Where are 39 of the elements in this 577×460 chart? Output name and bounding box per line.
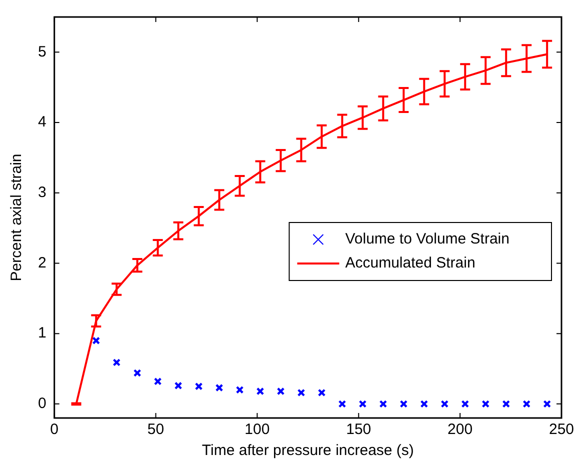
- point: [400, 400, 408, 408]
- point: [379, 400, 388, 408]
- legend-label: Volume to Volume Strain: [345, 230, 510, 248]
- x-tick-label: 250: [548, 421, 574, 438]
- point: [502, 400, 510, 408]
- y-axis-title: Percent axial strain: [8, 154, 26, 282]
- y-tick-label: 4: [38, 114, 46, 131]
- x-tick-label: 100: [244, 421, 270, 438]
- y-tick-label: 3: [38, 184, 46, 202]
- point: [358, 400, 367, 408]
- point: [256, 387, 264, 396]
- point: [154, 377, 162, 386]
- point: [112, 358, 121, 366]
- point: [276, 387, 285, 396]
- point: [133, 369, 142, 377]
- point: [461, 400, 470, 408]
- point: [174, 382, 182, 390]
- point: [482, 400, 490, 408]
- x-tick-label: 150: [346, 421, 372, 438]
- x-axis-title: Time after pressure increase (s): [202, 442, 414, 460]
- point: [318, 388, 326, 397]
- point: [215, 384, 224, 392]
- point: [297, 388, 306, 397]
- point: [338, 400, 346, 408]
- point: [543, 400, 552, 408]
- y-tick-label: 2: [38, 254, 46, 272]
- point: [92, 336, 100, 345]
- point: [420, 400, 428, 408]
- y-tick-label: 0: [38, 395, 46, 412]
- point: [440, 400, 449, 408]
- legend-label: Accumulated Strain: [345, 254, 476, 272]
- y-tick-label: 1: [38, 324, 46, 342]
- point: [236, 386, 244, 394]
- x-tick-label: 50: [147, 421, 164, 438]
- y-tick-label: 5: [38, 43, 46, 60]
- x-tick-label: 200: [448, 421, 473, 438]
- point: [194, 382, 203, 390]
- point: [522, 400, 531, 408]
- x-tick-label: 0: [50, 421, 59, 438]
